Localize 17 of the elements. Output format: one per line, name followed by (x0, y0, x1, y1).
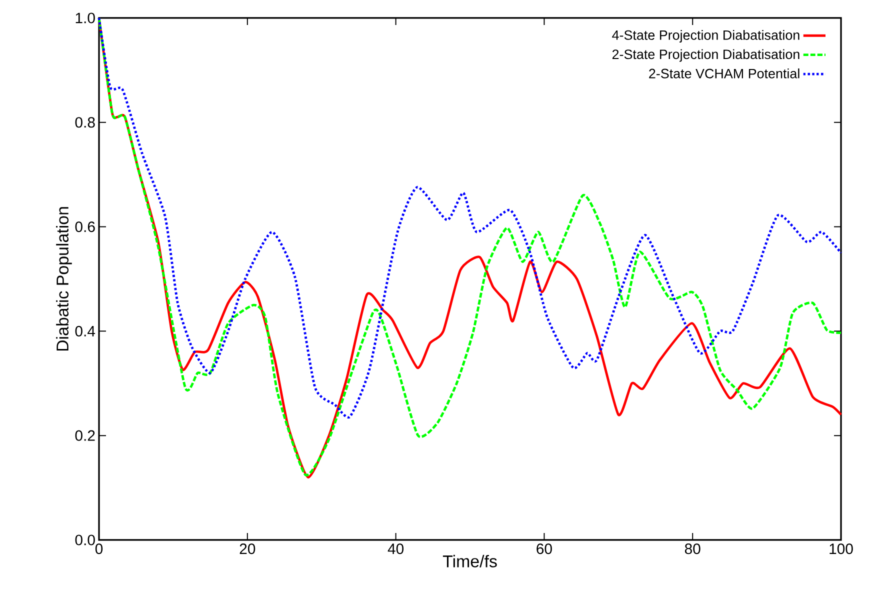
x-axis-title: Time/fs (442, 554, 497, 568)
y-tick-label: 1.0 (76, 12, 95, 24)
y-tick-label: 0.4 (75, 326, 96, 336)
y-tick-label: 0.6 (75, 221, 95, 232)
x-tick-label: 0 (95, 544, 103, 554)
x-tick-label: 40 (388, 544, 404, 554)
y-tick-label: 0.0 (75, 534, 95, 546)
legend-label: 4-State Projection Diabatisation (612, 30, 800, 43)
legend-label: 2-State VCHAM Potential (649, 68, 800, 78)
y-tick-label: 0.8 (75, 117, 95, 128)
y-tick-label: 0.2 (75, 430, 95, 441)
x-tick-label: 20 (240, 544, 256, 554)
legend-label: 2-State Projection Diabatisation (612, 49, 800, 62)
y-axis-title: Diabatic Population (56, 207, 72, 351)
x-tick-label: 80 (684, 544, 700, 554)
x-tick-label: 100 (830, 544, 853, 554)
x-tick-label: 60 (536, 544, 552, 554)
